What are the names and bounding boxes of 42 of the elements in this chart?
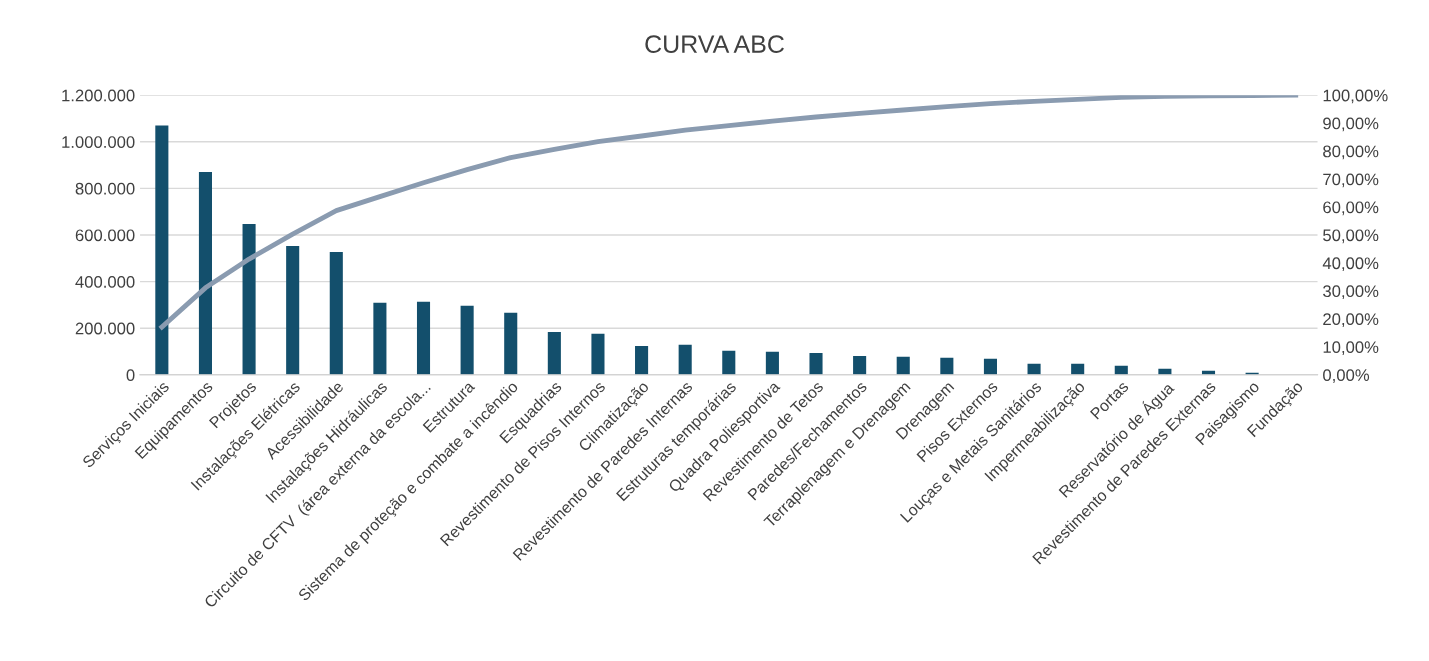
y-tick-label: 600.000 [75, 229, 135, 242]
bar [155, 125, 169, 375]
bar [809, 352, 823, 375]
y2-tick-label: 20,00% [1323, 313, 1379, 328]
bar [591, 333, 605, 375]
bar [678, 344, 692, 375]
bar [765, 351, 779, 375]
bar [547, 331, 561, 375]
bar [504, 312, 518, 375]
y2-tick-label: 10,00% [1323, 341, 1379, 355]
y2-tick-label: 40,00% [1322, 257, 1379, 272]
bar [896, 356, 910, 375]
y-tick-label: 400.000 [75, 275, 135, 288]
bar [635, 345, 649, 375]
y-tick-label: 0 [126, 369, 135, 381]
line-series [159, 95, 1299, 330]
y2-tick-label: 0,00% [1323, 369, 1370, 383]
chart-title: CURVA ABC [645, 35, 784, 53]
bar [940, 357, 954, 375]
y2-tick-label: 50,00% [1323, 229, 1379, 244]
bar [460, 305, 474, 375]
y-tick-label: 200.000 [75, 322, 135, 335]
bar [198, 172, 212, 375]
bar [416, 301, 431, 375]
bar [286, 245, 300, 375]
bar [853, 355, 867, 375]
y2-tick-label: 70,00% [1323, 173, 1379, 188]
y2-tick-label: 30,00% [1323, 285, 1379, 300]
bar [983, 358, 997, 375]
bar [242, 224, 256, 375]
bar [329, 251, 343, 375]
y-tick-label: 1.200.000 [62, 89, 135, 102]
bar [373, 302, 387, 375]
y2-tick-label: 90,00% [1323, 117, 1379, 132]
y2-tick-label: 60,00% [1323, 201, 1379, 216]
bar [722, 350, 736, 375]
bar [1027, 363, 1041, 375]
y-tick-label: 800.000 [75, 182, 135, 195]
y-tick-label: 1.000.000 [62, 136, 135, 148]
bar [1071, 363, 1085, 375]
y2-tick-label: 80,00% [1323, 145, 1379, 160]
y2-tick-label: 100,00% [1323, 89, 1388, 104]
